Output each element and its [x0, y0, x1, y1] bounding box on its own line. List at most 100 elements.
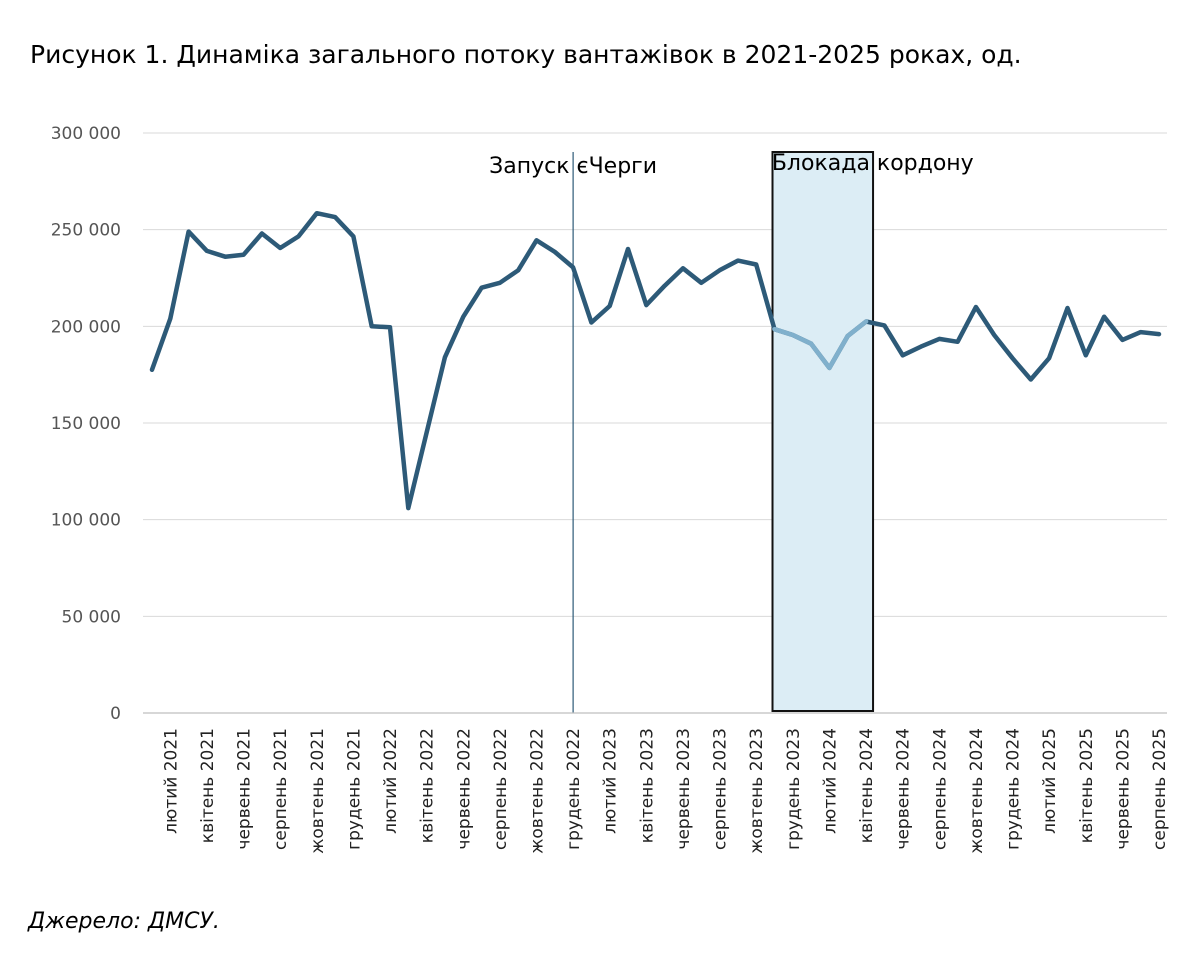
data-point: [754, 263, 758, 267]
data-point: [1047, 356, 1051, 360]
x-tick-label: червень 2021: [235, 728, 255, 850]
data-point: [736, 259, 740, 263]
y-tick-label: 250 000: [51, 221, 121, 241]
y-tick-label: 100 000: [51, 511, 121, 531]
data-point: [1139, 330, 1143, 334]
data-point: [644, 303, 648, 307]
blockade-band-rect: [771, 151, 875, 712]
data-point: [260, 232, 264, 236]
x-tick-label: лютий 2023: [601, 728, 621, 834]
gridlines: [143, 132, 1167, 617]
data-point: [168, 317, 172, 321]
axes: 0 50 000 100 000 150 000 200 000 250 000 300 0…: [51, 124, 1170, 854]
x-tick-label: жовтень 2021: [308, 728, 328, 854]
data-point: [864, 320, 868, 324]
y-tick-label: 300 000: [51, 124, 121, 144]
x-tick-label: червень 2023: [674, 728, 694, 850]
source-note: Джерело: ДМСУ.: [28, 909, 220, 934]
data-point: [589, 321, 593, 325]
data-point: [974, 305, 978, 309]
data-point: [809, 342, 813, 346]
data-point: [937, 337, 941, 341]
x-tick-label: лютий 2022: [381, 728, 401, 834]
data-point: [791, 333, 795, 337]
data-point: [699, 281, 703, 285]
data-point: [626, 247, 630, 251]
x-tick-label: квітень 2021: [198, 728, 218, 843]
data-point: [882, 323, 886, 327]
data-point: [297, 234, 301, 238]
data-point: [1066, 306, 1070, 310]
x-tick-label: грудень 2024: [1004, 728, 1024, 850]
data-point: [443, 355, 447, 359]
data-point: [1120, 338, 1124, 342]
x-tick-label: квітень 2024: [857, 728, 877, 843]
x-tick-label: серпень 2021: [271, 728, 291, 850]
x-tick-label: квітень 2023: [637, 728, 657, 843]
data-point: [425, 431, 429, 435]
x-tick-label: серпень 2023: [711, 728, 731, 850]
data-point: [480, 286, 484, 290]
x-tick-label: жовтень 2022: [527, 728, 547, 854]
data-point: [827, 366, 831, 370]
data-point: [992, 333, 996, 337]
data-point: [1029, 378, 1033, 382]
series-line-highlight: [772, 319, 869, 371]
data-point: [205, 249, 209, 253]
x-tick-label: серпень 2022: [491, 728, 511, 850]
x-tick-label: жовтень 2023: [747, 728, 767, 854]
data-series: [149, 210, 1162, 511]
data-point: [187, 230, 191, 234]
data-point: [150, 368, 154, 372]
y-tick-label: 200 000: [51, 317, 121, 337]
data-point: [553, 250, 557, 254]
data-point: [718, 268, 722, 272]
x-tick-label: квітень 2022: [418, 728, 438, 843]
x-tick-label: серпень 2025: [1150, 728, 1170, 850]
blockade-label: Блокада кордону: [772, 151, 974, 176]
data-point: [1157, 332, 1161, 336]
data-point: [406, 506, 410, 510]
data-point: [1084, 353, 1088, 357]
data-point: [370, 324, 374, 328]
data-point: [1102, 315, 1106, 319]
data-point: [461, 315, 465, 319]
data-point: [571, 265, 575, 269]
y-tick-label: 50 000: [62, 607, 121, 627]
x-tick-label: червень 2024: [894, 728, 914, 850]
data-point: [223, 255, 227, 259]
x-tick-label: лютий 2025: [1040, 728, 1060, 834]
x-tick-label: грудень 2022: [564, 728, 584, 850]
x-tick-label: жовтень 2024: [967, 728, 987, 854]
x-tick-label: червень 2022: [454, 728, 474, 850]
data-point: [242, 253, 246, 257]
queue-launch-label: Запуск єЧерги: [489, 154, 657, 179]
x-tick-label: серпень 2024: [930, 728, 950, 850]
data-point: [498, 281, 502, 285]
data-point: [608, 304, 612, 308]
data-point: [919, 345, 923, 349]
data-point: [388, 325, 392, 329]
data-point: [535, 238, 539, 242]
y-tick-label: 150 000: [51, 414, 121, 434]
x-tick-label: квітень 2025: [1077, 728, 1097, 843]
data-point: [333, 215, 337, 219]
data-point: [681, 266, 685, 270]
chart-title: Рисунок 1. Динаміка загального потоку ва…: [30, 40, 1022, 69]
data-point: [278, 246, 282, 250]
annotation-labels: Запуск єЧерги Блокада кордону: [489, 151, 974, 179]
data-point: [773, 327, 777, 331]
data-point: [1011, 356, 1015, 360]
data-point: [663, 284, 667, 288]
data-point: [901, 353, 905, 357]
series-line: [149, 210, 1162, 511]
y-tick-label: 0: [110, 704, 121, 724]
data-point: [846, 334, 850, 338]
blockade-band: [771, 151, 875, 712]
data-point: [956, 340, 960, 344]
data-point: [315, 211, 319, 215]
x-tick-label: лютий 2021: [161, 728, 181, 834]
x-tick-label: грудень 2023: [784, 728, 804, 850]
x-tick-label: червень 2025: [1113, 728, 1133, 850]
